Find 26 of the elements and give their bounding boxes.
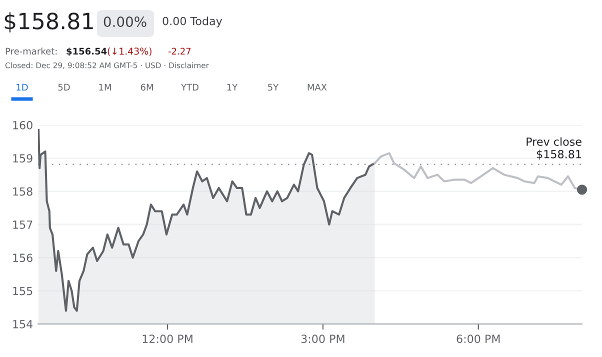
- ref-line-label: Prev close $158.81: [526, 137, 582, 160]
- text: 1D: [16, 84, 28, 90]
- x-tick-label: 6:00 PM: [456, 334, 500, 344]
- chart-title: $158.81: [4, 12, 93, 32]
- y-tick-label: 155: [13, 286, 32, 296]
- text: 0.00 Today: [162, 16, 222, 28]
- text: 1M: [99, 84, 111, 90]
- x-tick-label: 12:00 PM: [142, 334, 192, 344]
- text: 6M: [140, 84, 153, 91]
- text: 1Y: [227, 84, 238, 90]
- y-tick-label: 160: [13, 120, 32, 130]
- y-tick-label: 157: [13, 220, 32, 229]
- text: 0.00%: [104, 16, 146, 28]
- x-tick-label: 3:00 PM: [301, 334, 344, 344]
- text: MAX: [308, 84, 327, 90]
- text: $156.54: [66, 48, 107, 56]
- text: Pre-market:: [6, 48, 57, 55]
- y-tick-label: 154: [13, 320, 33, 328]
- text: 5Y: [268, 84, 279, 91]
- y-tick-label: 156: [13, 254, 32, 262]
- text: -2.27: [168, 48, 191, 54]
- y-tick-label: 158: [13, 187, 32, 196]
- text: YTD: [180, 84, 198, 90]
- text: (↓1.43%): [108, 47, 152, 56]
- text: 5D: [58, 84, 70, 91]
- y-tick-label: 159: [13, 154, 32, 163]
